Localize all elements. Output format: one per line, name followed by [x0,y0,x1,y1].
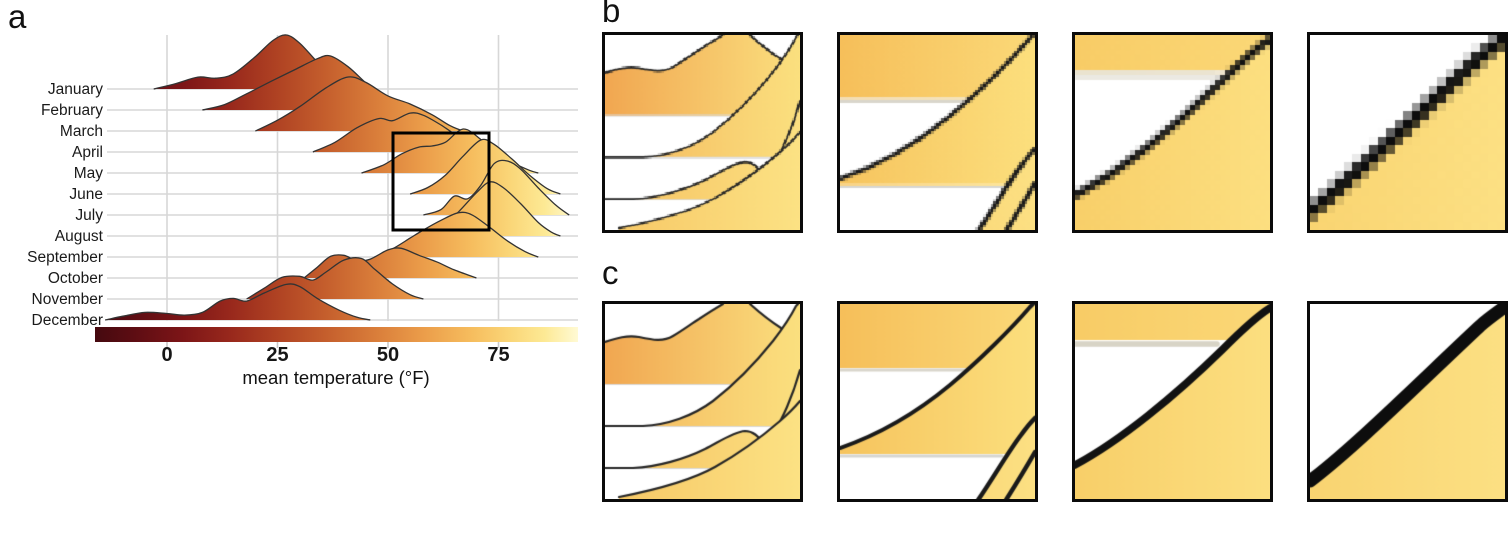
month-label: January [48,81,103,98]
ridgeline-chart: January February March April May June July Augu… [27,34,578,388]
zoom-square-b2 [837,32,1038,233]
month-label: March [60,123,103,140]
colorbar [95,327,578,342]
month-label: October [48,270,103,287]
zoom-square-b1 [602,32,803,233]
month-label: July [75,207,103,224]
zoom-square-c4 [1307,301,1508,502]
x-tick-label: 25 [266,344,288,366]
zoom-square-c3 [1072,301,1273,502]
zoom-square-c1 [602,301,803,502]
month-label: December [32,312,104,329]
month-label: August [55,228,104,245]
panel-c-label: c [602,254,619,291]
x-axis-title: mean temperature (°F) [242,367,429,388]
x-tick-label: 0 [161,344,172,366]
x-tick-label: 75 [487,344,509,366]
month-label: February [41,102,103,119]
month-label: September [27,249,103,266]
month-label: May [74,165,104,182]
month-label: June [69,186,103,203]
panel-b-label: b [602,0,621,29]
panel-a-label: a [8,0,27,35]
month-label: April [72,144,103,161]
x-tick-label: 50 [377,344,399,366]
zoom-square-c2 [837,301,1038,502]
zoom-square-b3 [1072,32,1273,233]
zoom-annotation-box [391,131,491,232]
zoom-square-b4 [1307,32,1508,233]
month-label: November [32,291,104,308]
